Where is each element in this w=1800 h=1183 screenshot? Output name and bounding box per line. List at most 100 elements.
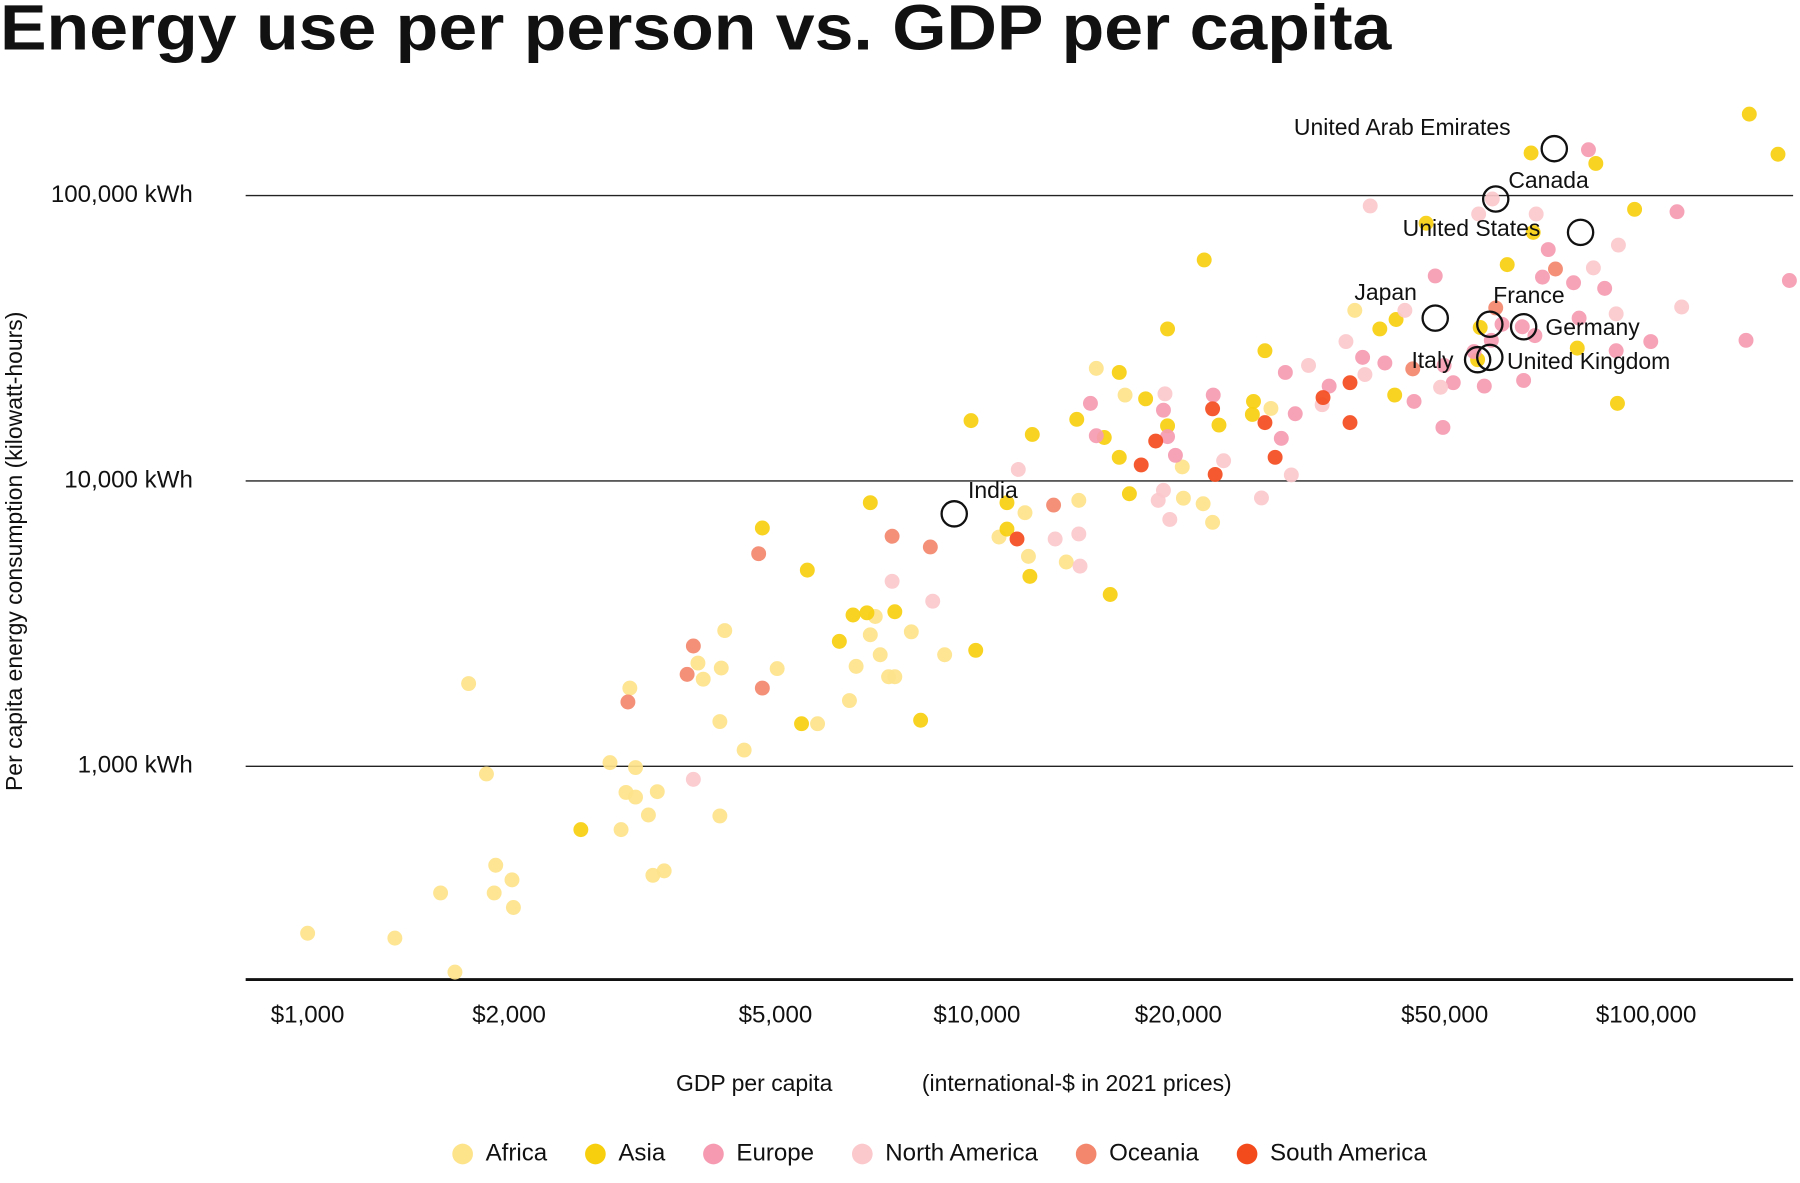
data-point xyxy=(1175,490,1191,506)
data-point xyxy=(736,742,752,758)
data-point xyxy=(754,520,770,536)
data-point xyxy=(1082,395,1098,411)
data-point xyxy=(1527,328,1543,344)
data-point xyxy=(1397,302,1413,318)
data-point xyxy=(1133,457,1149,473)
data-point xyxy=(1024,427,1040,442)
data-point xyxy=(1257,343,1273,359)
chart-title: Energy use per person vs. GDP per capita xyxy=(0,0,1393,63)
data-point xyxy=(1514,319,1530,335)
data-point xyxy=(1525,224,1541,240)
data-point xyxy=(913,712,929,728)
data-point xyxy=(810,716,826,732)
annotation-label: Italy xyxy=(1411,347,1454,373)
data-point xyxy=(387,930,403,946)
data-point xyxy=(884,528,900,544)
data-point xyxy=(1571,310,1587,326)
data-point xyxy=(1566,275,1582,291)
data-point xyxy=(1476,378,1492,394)
data-point xyxy=(1121,486,1137,502)
data-point xyxy=(968,642,984,658)
data-point xyxy=(1058,554,1074,570)
data-point xyxy=(1155,402,1171,418)
data-point xyxy=(613,822,629,838)
data-point xyxy=(884,573,900,589)
data-point xyxy=(1162,511,1178,527)
data-point xyxy=(1338,334,1354,349)
data-point xyxy=(937,647,953,663)
data-point xyxy=(1535,269,1550,285)
data-point xyxy=(1427,268,1443,284)
legend-label: Africa xyxy=(486,1139,548,1166)
annotation-label: United Kingdom xyxy=(1507,348,1670,374)
data-point xyxy=(1160,418,1176,434)
data-point xyxy=(1377,355,1393,371)
y-tick-label: 1,000 kWh xyxy=(78,752,193,779)
data-point xyxy=(1155,482,1171,498)
data-point xyxy=(649,784,665,800)
data-point xyxy=(1355,349,1371,365)
data-point xyxy=(845,607,861,623)
data-point xyxy=(1195,496,1211,512)
data-point xyxy=(1020,548,1036,564)
data-point xyxy=(1674,299,1690,315)
data-point xyxy=(1484,191,1500,207)
data-point xyxy=(1009,531,1025,547)
x-axis-label: GDP per capita xyxy=(676,1070,833,1096)
data-point xyxy=(695,671,711,687)
data-point xyxy=(1167,447,1183,463)
data-point xyxy=(1608,343,1624,359)
data-point xyxy=(1088,428,1104,444)
data-point xyxy=(859,605,875,621)
data-point xyxy=(1205,387,1221,403)
data-point xyxy=(478,766,494,782)
annotation-label: India xyxy=(968,477,1018,503)
data-point xyxy=(862,495,878,511)
x-tick-label: $100,000 xyxy=(1596,1002,1697,1029)
legend-label: South America xyxy=(1270,1139,1427,1166)
data-point xyxy=(769,661,785,677)
data-point xyxy=(1046,497,1062,513)
annotation-label: Germany xyxy=(1545,314,1640,340)
data-point xyxy=(300,925,316,941)
data-point xyxy=(640,807,656,823)
data-point xyxy=(488,857,504,873)
data-point xyxy=(848,658,864,674)
data-point xyxy=(1263,400,1279,416)
legend-marker xyxy=(585,1143,606,1165)
data-point xyxy=(872,647,888,663)
points xyxy=(300,106,1797,980)
annotation-label: United States xyxy=(1403,215,1541,241)
data-point xyxy=(963,413,979,429)
data-point xyxy=(1581,142,1596,158)
annotation-marker xyxy=(1476,343,1504,372)
data-point xyxy=(679,666,695,682)
data-point xyxy=(1770,146,1786,162)
data-point xyxy=(887,604,903,620)
data-point xyxy=(685,771,701,787)
data-point xyxy=(1287,406,1303,422)
data-point xyxy=(573,822,589,838)
x-tick-label: $5,000 xyxy=(739,1002,813,1029)
data-point xyxy=(1315,390,1331,406)
data-point xyxy=(1436,357,1452,373)
data-point xyxy=(1160,321,1176,337)
legend-marker xyxy=(1075,1143,1097,1165)
data-point xyxy=(622,680,638,696)
data-point xyxy=(1254,490,1269,506)
data-point xyxy=(1301,357,1317,373)
data-point xyxy=(1216,453,1232,469)
annotation-marker xyxy=(1421,304,1450,332)
annotation-marker xyxy=(1509,312,1538,341)
y-tick-label: 100,000 kWh xyxy=(51,181,193,208)
data-point xyxy=(754,680,770,696)
data-point xyxy=(628,760,644,776)
data-point xyxy=(1321,378,1337,394)
data-point xyxy=(1205,401,1221,417)
y-tick-label: 10,000 kWh xyxy=(64,466,193,493)
annotation-marker xyxy=(1566,218,1595,247)
data-point xyxy=(1528,206,1544,222)
legend-label: Asia xyxy=(618,1139,665,1166)
data-point xyxy=(1540,242,1556,258)
data-point xyxy=(799,562,815,578)
